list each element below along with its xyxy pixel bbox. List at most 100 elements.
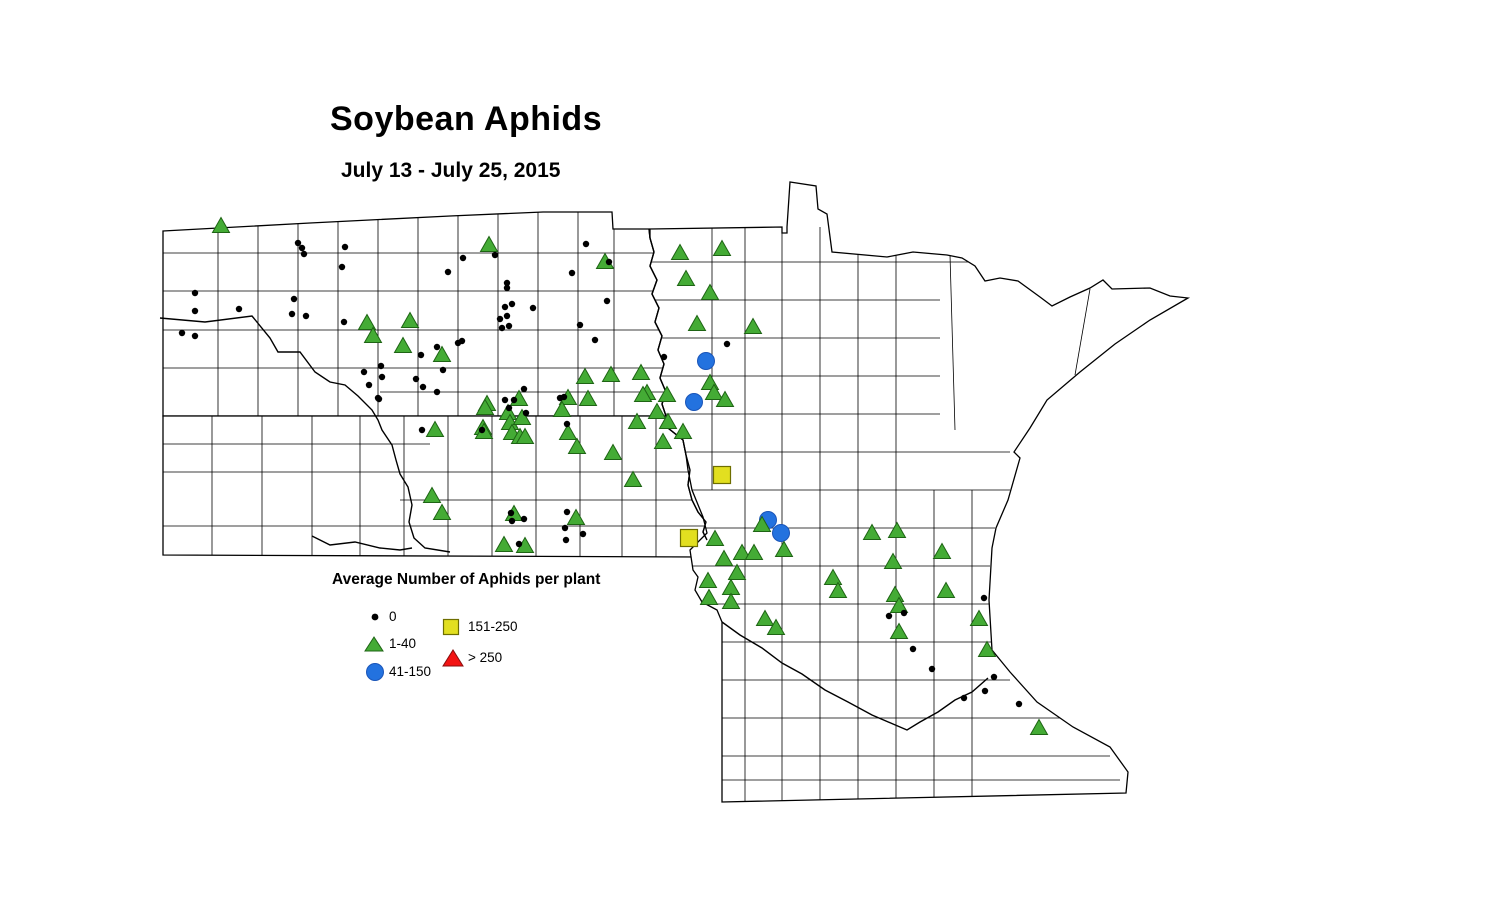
marker-zero [507,509,515,517]
marker-1-40 [631,363,651,380]
marker-1-40 [1029,718,1049,735]
marker-zero [439,366,447,374]
marker-zero [191,307,199,315]
minnesota-river [721,621,989,731]
marker-zero [562,536,570,544]
marker-zero [433,343,441,351]
marker-zero [340,318,348,326]
county-lines-north-dakota [163,212,666,416]
marker-zero [723,340,731,348]
marker-zero [503,279,511,287]
marker-1-40 [676,269,696,286]
marker-1-40 [704,383,724,400]
marker-1-40 [211,216,231,233]
legend-label-41-150: 41-150 [389,664,432,679]
marker-zero [458,337,466,345]
marker-zero [288,310,296,318]
marker-1-40 [721,592,741,609]
marker-1-40 [647,402,667,419]
marker-1-40 [566,508,586,525]
marker-1-40 [400,311,420,328]
marker-1-40 [363,326,383,343]
marker-zero [576,321,584,329]
marker-zero [178,329,186,337]
legend-label-gt-250: > 250 [468,650,503,665]
marker-zero [529,304,537,312]
marker-zero [365,381,373,389]
white-river [311,535,413,551]
marker-zero [377,362,385,370]
marker-1-40 [823,568,843,585]
marker-zero [505,322,513,330]
marker-41-150 [685,393,703,411]
marker-1-40 [774,540,794,557]
marker-zero [338,263,346,271]
marker-zero [928,665,936,673]
marker-zero [302,312,310,320]
marker-1-40 [627,412,647,429]
marker-zero [909,645,917,653]
marker-1-40 [969,609,989,626]
marker-zero [885,612,893,620]
marker-1-40 [932,542,952,559]
marker-zero [605,258,613,266]
marker-1-40 [828,581,848,598]
marker-1-40 [552,400,572,417]
marker-zero [563,508,571,516]
marker-1-40 [603,443,623,460]
marker-zero [515,540,523,548]
marker-zero [579,530,587,538]
marker-1-40 [977,640,997,657]
marker-1-40 [744,543,764,560]
marker-zero [298,244,306,252]
marker-1-40 [567,437,587,454]
marker-1-40 [889,622,909,639]
marker-1-40 [766,618,786,635]
legend-yellow-square-icon [442,618,460,636]
marker-zero [300,250,308,258]
marker-1-40 [699,588,719,605]
marker-1-40 [578,389,598,406]
marker-zero [503,284,511,292]
marker-zero [341,243,349,251]
marker-zero [498,324,506,332]
marker-1-40 [357,313,377,330]
marker-1-40 [657,385,677,402]
legend-title: Average Number of Aphids per plant [332,571,601,588]
marker-zero [459,254,467,262]
marker-zero [235,305,243,313]
legend-red-triangle-icon [442,649,464,667]
marker-1-40 [743,317,763,334]
marker-zero [603,297,611,305]
marker-1-40 [700,283,720,300]
marker-zero [191,332,199,340]
marker-1-40 [633,385,653,402]
marker-zero [508,300,516,308]
marker-zero [660,353,668,361]
legend-blue-circle-icon [366,663,384,681]
legend-label-151-250: 151-250 [468,619,518,634]
marker-1-40 [712,239,732,256]
marker-1-40 [601,365,621,382]
marker-1-40 [432,503,452,520]
marker-1-40 [432,345,452,362]
marker-1-40 [475,398,495,415]
marker-zero [360,368,368,376]
marker-1-40 [727,563,747,580]
marker-zero [378,373,386,381]
marker-zero [478,426,486,434]
page-subtitle: July 13 - July 25, 2015 [341,159,561,182]
marker-zero [568,269,576,277]
marker-zero [508,517,516,525]
marker-zero [418,426,426,434]
marker-41-150 [697,352,715,370]
marker-1-40 [653,432,673,449]
marker-1-40 [558,423,578,440]
marker-zero [561,524,569,532]
legend-black-dot-icon [371,613,379,621]
marker-zero [501,396,509,404]
legend-label-zero: 0 [389,609,397,624]
marker-zero [900,609,908,617]
